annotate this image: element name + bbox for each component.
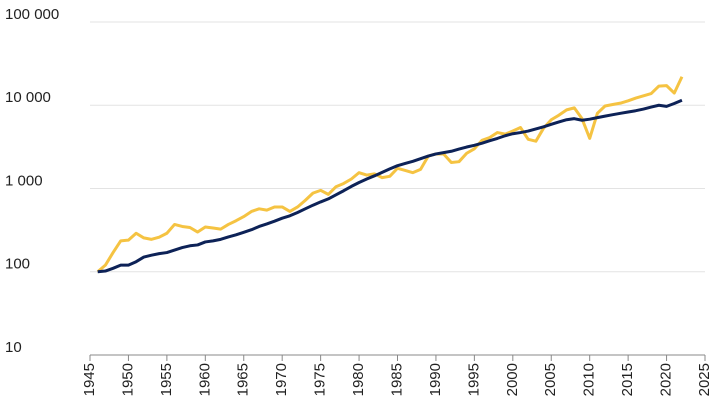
y-tick-label: 100 000	[5, 6, 59, 23]
x-tick-label: 2020	[658, 363, 675, 396]
y-tick-label: 100	[5, 256, 30, 273]
x-tick-label: 2005	[542, 363, 559, 396]
x-tick-label: 2015	[619, 363, 636, 396]
x-tick-label: 2025	[696, 363, 713, 396]
y-tick-label: 1 000	[5, 172, 43, 189]
series-line	[97, 98, 683, 274]
x-tick-label: 1990	[427, 363, 444, 396]
x-tick-label: 1945	[81, 363, 98, 396]
x-tick-label: 2000	[504, 363, 521, 396]
x-tick-label: 1980	[350, 363, 367, 396]
series-line	[96, 76, 684, 273]
x-tick-label: 1970	[273, 363, 290, 396]
y-tick-label: 10	[5, 339, 22, 356]
x-tick-label: 1950	[119, 363, 136, 396]
x-tick-label: 1955	[158, 363, 175, 396]
x-tick-label: 1975	[312, 363, 329, 396]
x-tick-label: 2010	[581, 363, 598, 396]
x-tick-label: 1960	[196, 363, 213, 396]
y-tick-label: 10 000	[5, 89, 51, 106]
x-tick-label: 1995	[465, 363, 482, 396]
x-tick-label: 1985	[388, 363, 405, 396]
x-tick-label: 1965	[235, 363, 252, 396]
